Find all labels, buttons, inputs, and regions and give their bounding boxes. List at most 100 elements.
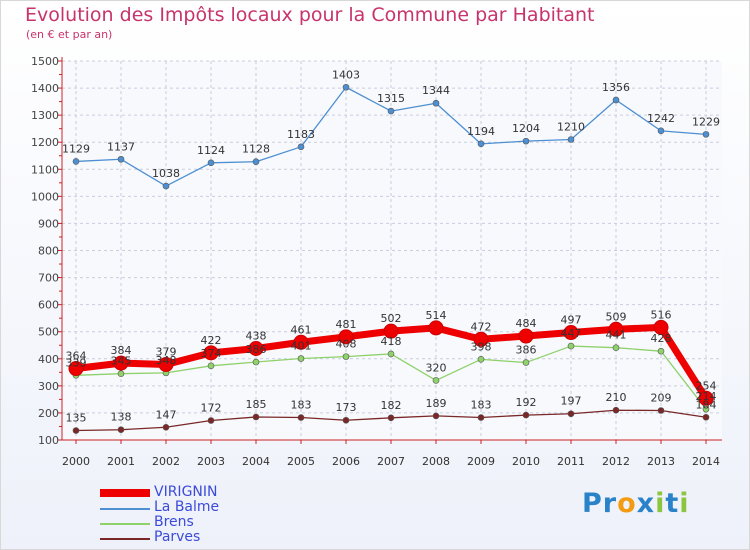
axes bbox=[58, 57, 722, 444]
data-point-parves bbox=[477, 414, 485, 421]
data-point-virignin bbox=[293, 334, 309, 350]
data-label-parves: 138 bbox=[111, 411, 132, 424]
data-point-parves bbox=[567, 410, 575, 418]
y-tick-labels: 100 200 300 400 500 600 700 800 900 1000 1100 1200 1… bbox=[31, 55, 59, 447]
x-tick-label: 2001 bbox=[107, 455, 135, 468]
data-point-la-balme bbox=[117, 155, 125, 163]
logo-part-pr: Pr bbox=[582, 488, 618, 519]
data-label-parves: 182 bbox=[381, 399, 402, 412]
data-label-la-balme: 1128 bbox=[242, 143, 270, 156]
data-label-la-balme: 1124 bbox=[197, 144, 225, 157]
data-label-brens: 428 bbox=[651, 332, 672, 345]
data-point-virignin bbox=[338, 329, 354, 345]
data-point-brens bbox=[702, 405, 710, 413]
data-point-virignin bbox=[428, 320, 444, 336]
data-label-virignin: 461 bbox=[291, 323, 312, 336]
data-point-brens bbox=[297, 355, 305, 362]
x-tick-label: 2004 bbox=[242, 455, 270, 468]
data-point-brens bbox=[342, 353, 350, 360]
data-point-brens bbox=[117, 370, 125, 377]
legend-label-brens: Brens bbox=[154, 514, 194, 530]
data-label-virignin: 502 bbox=[381, 312, 402, 325]
legend-item-parves: Parves bbox=[100, 529, 320, 546]
data-label-virignin: 472 bbox=[471, 320, 492, 333]
data-label-virignin: 509 bbox=[606, 310, 627, 323]
data-label-brens: 418 bbox=[381, 335, 402, 348]
data-point-la-balme bbox=[522, 137, 530, 145]
x-tick-label: 2003 bbox=[197, 455, 225, 468]
legend-label-virignin: VIRIGNIN bbox=[154, 484, 218, 500]
data-label-brens: 386 bbox=[246, 343, 267, 356]
y-tick-label: 500 bbox=[38, 326, 59, 339]
legend-swatch-virignin bbox=[100, 489, 150, 497]
data-label-virignin: 422 bbox=[201, 334, 222, 347]
logo-part-o: o bbox=[617, 488, 637, 519]
data-point-brens bbox=[657, 347, 665, 355]
data-point-virignin bbox=[698, 390, 714, 406]
data-label-parves: 210 bbox=[606, 391, 627, 404]
data-label-parves: 185 bbox=[246, 398, 267, 411]
legend-label-la-balme: La Balme bbox=[154, 499, 220, 515]
data-point-virignin bbox=[113, 355, 129, 371]
data-point-virignin bbox=[563, 325, 579, 341]
x-tick-labels: 2000 2001 2002 2003 2004 2005 2006 2007 2008 2009… bbox=[62, 455, 720, 468]
data-point-parves bbox=[207, 417, 215, 424]
data-label-brens: 374 bbox=[201, 347, 222, 360]
data-point-la-balme bbox=[72, 158, 80, 165]
data-point-parves bbox=[657, 407, 665, 414]
data-label-la-balme: 1210 bbox=[557, 121, 585, 134]
data-point-virignin bbox=[518, 328, 534, 344]
y-tick-label: 1000 bbox=[31, 190, 59, 203]
data-point-parves bbox=[702, 413, 710, 421]
data-label-virignin: 497 bbox=[561, 314, 582, 327]
x-tick-label: 2012 bbox=[602, 455, 630, 468]
data-point-brens bbox=[477, 356, 485, 363]
y-tick-label: 700 bbox=[38, 272, 59, 285]
x-tick-label: 2010 bbox=[512, 455, 540, 468]
legend-swatch-la-balme bbox=[100, 508, 150, 510]
legend-label-parves: Parves bbox=[154, 529, 201, 545]
x-tick-label: 2002 bbox=[152, 455, 180, 468]
data-label-parves: 209 bbox=[651, 391, 672, 404]
data-label-virignin: 516 bbox=[651, 308, 672, 321]
data-label-virignin: 364 bbox=[66, 350, 87, 363]
data-point-virignin bbox=[248, 340, 264, 356]
data-label-la-balme: 1204 bbox=[512, 122, 540, 135]
chart-subtitle: (en € et par an) bbox=[26, 28, 113, 41]
legend-item-la-balme: La Balme bbox=[100, 499, 320, 516]
data-point-parves bbox=[252, 413, 260, 421]
data-label-parves: 135 bbox=[66, 412, 87, 425]
y-tick-label: 200 bbox=[38, 407, 59, 420]
data-point-la-balme bbox=[252, 158, 260, 166]
data-label-la-balme: 1183 bbox=[287, 128, 315, 141]
data-label-virignin: 379 bbox=[156, 345, 177, 358]
data-label-brens: 447 bbox=[561, 327, 582, 340]
x-tick-label: 2009 bbox=[467, 455, 495, 468]
data-point-la-balme bbox=[432, 99, 440, 107]
y-tick-label: 600 bbox=[38, 299, 59, 312]
data-point-la-balme bbox=[387, 107, 395, 115]
data-point-parves bbox=[342, 416, 350, 424]
data-label-parves: 183 bbox=[471, 399, 492, 412]
y-tick-label: 800 bbox=[38, 245, 59, 258]
data-label-parves: 183 bbox=[291, 399, 312, 412]
logo-part-i1: i bbox=[655, 488, 666, 519]
data-label-parves: 189 bbox=[426, 397, 447, 410]
data-label-virignin: 438 bbox=[246, 329, 267, 342]
data-point-la-balme bbox=[567, 136, 575, 143]
data-point-brens bbox=[612, 344, 620, 351]
data-point-la-balme bbox=[342, 83, 350, 91]
series-group bbox=[68, 83, 714, 434]
data-label-virignin: 384 bbox=[111, 344, 132, 357]
x-tick-label: 2011 bbox=[557, 455, 585, 468]
y-tick-label: 300 bbox=[38, 380, 59, 393]
legend-item-virignin: VIRIGNIN bbox=[100, 484, 320, 501]
data-label-brens: 214 bbox=[696, 390, 717, 403]
data-point-la-balme bbox=[162, 182, 170, 190]
x-tick-label: 2013 bbox=[647, 455, 675, 468]
legend: VIRIGNIN La Balme Brens Parves bbox=[100, 484, 320, 546]
data-label-la-balme: 1315 bbox=[377, 92, 405, 105]
data-label-parves: 184 bbox=[696, 398, 717, 411]
data-point-virignin bbox=[383, 323, 399, 339]
chart-title: Evolution des Impôts locaux pour la Comm… bbox=[25, 4, 595, 26]
